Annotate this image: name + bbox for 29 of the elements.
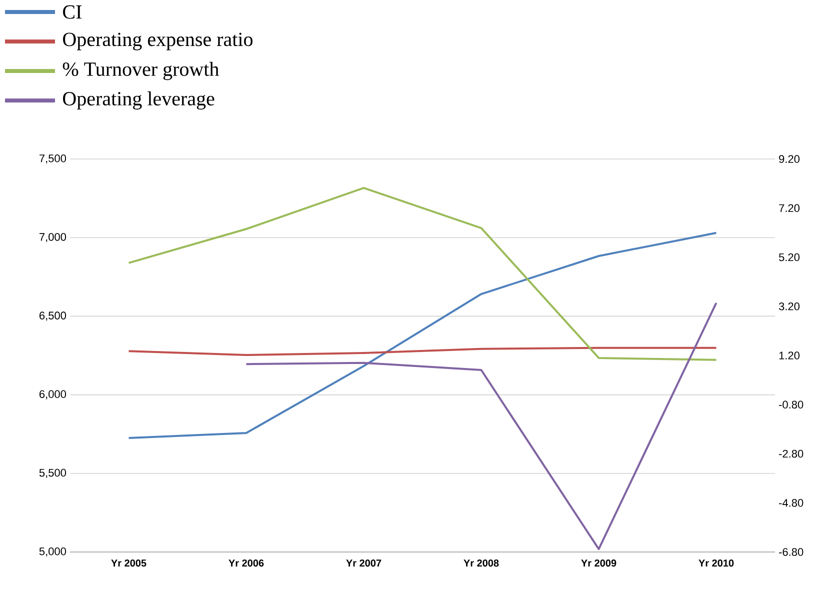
- x-tick-label: Yr 2008: [464, 560, 499, 567]
- y-tick-label: 5,000: [39, 547, 66, 557]
- legend-label: Operating leverage: [63, 91, 214, 110]
- y-tick-label: 7,500: [40, 154, 66, 164]
- legend-label: CI: [63, 5, 82, 19]
- y2-tick-label: 3.20: [778, 302, 800, 310]
- y2-tick-label: -0.80: [779, 400, 804, 409]
- y2-tick-label: -2.80: [779, 450, 804, 458]
- legend-label: % Turnover growth: [62, 62, 219, 80]
- y-tick-label: 6,500: [40, 312, 66, 321]
- y-tick-label: 5,500: [39, 468, 66, 478]
- line-series: [128, 346, 718, 356]
- x-tick-label: Yr 2010: [698, 560, 734, 567]
- x-tick-label: Yr 2007: [346, 560, 382, 567]
- line-series: [245, 302, 718, 550]
- y2-tick-label: 5.20: [778, 253, 800, 262]
- y-tick-label: 6,000: [40, 390, 66, 400]
- x-tick-label: Yr 2006: [228, 560, 264, 567]
- y2-tick-label: -4.80: [779, 498, 804, 507]
- x-tick-label: Yr 2005: [111, 560, 146, 567]
- x-tick-label: Yr 2009: [581, 560, 616, 567]
- y2-tick-label: 7.20: [779, 204, 800, 212]
- y2-tick-label: 1.20: [779, 352, 800, 360]
- y2-tick-label: -6.80: [779, 548, 804, 556]
- line-series: [128, 232, 718, 440]
- y-tick-label: 7,000: [40, 233, 66, 242]
- line-series: [128, 186, 718, 361]
- y2-tick-label: 9.20: [779, 155, 800, 163]
- legend-label: Operating expense ratio: [63, 32, 252, 50]
